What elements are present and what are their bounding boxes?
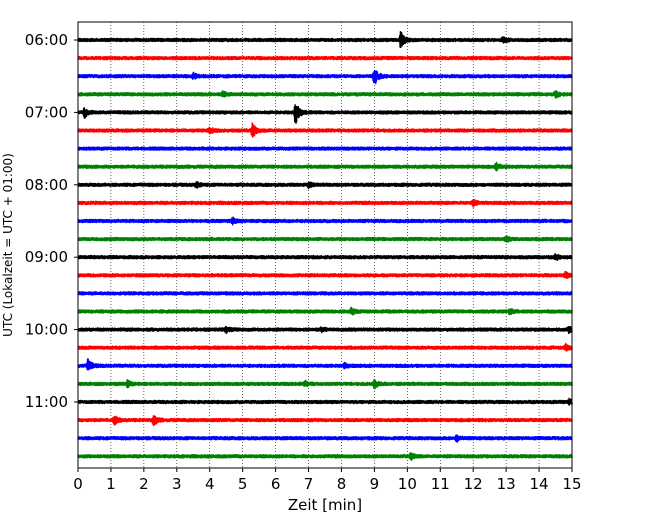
y-tick-label: 06:00	[25, 31, 68, 49]
x-tick-label: 11	[431, 475, 450, 493]
trace-0630	[77, 69, 573, 85]
x-tick-label: 5	[238, 475, 248, 493]
trace-1030	[77, 358, 573, 371]
x-tick-label: 3	[172, 475, 182, 493]
y-tick-label: 09:00	[25, 248, 68, 266]
x-tick-label: 10	[398, 475, 417, 493]
x-tick-label: 6	[271, 475, 281, 493]
trace-1000	[77, 325, 573, 335]
trace-0730	[77, 146, 573, 151]
trace-0900	[77, 253, 573, 261]
trace-0615	[77, 55, 573, 61]
trace-1130	[77, 434, 573, 443]
x-axis-ticks: 0 1 2 3 4 5 6 7 8 9 10 11 12 13 14 15	[73, 468, 582, 493]
x-tick-label: 9	[370, 475, 380, 493]
x-tick-label: 0	[73, 475, 83, 493]
trace-0930	[77, 291, 573, 296]
trace-1100	[77, 397, 573, 406]
trace-0715	[77, 122, 573, 138]
x-tick-label: 7	[304, 475, 314, 493]
y-tick-label: 08:00	[25, 176, 68, 194]
trace-0645	[77, 90, 573, 99]
x-tick-label: 4	[205, 475, 215, 493]
trace-0700	[77, 104, 573, 124]
x-tick-label: 13	[497, 475, 516, 493]
trace-1115	[77, 415, 573, 427]
trace-0945	[77, 306, 573, 316]
trace-1045	[77, 378, 573, 390]
trace-0800	[77, 181, 573, 190]
y-axis-label: UTC (Lokalzeit = UTC + 01:00)	[1, 153, 15, 337]
trace-0845	[77, 235, 573, 243]
plot-frame	[77, 21, 573, 469]
trace-0745	[77, 161, 573, 172]
y-tick-label: 11:00	[25, 393, 68, 411]
trace-0915	[77, 270, 573, 279]
seismic-traces	[77, 31, 573, 461]
x-tick-label: 12	[464, 475, 483, 493]
vertical-grid	[110, 22, 540, 468]
x-tick-label: 8	[337, 475, 347, 493]
x-tick-label: 14	[530, 475, 549, 493]
x-tick-label: 2	[139, 475, 149, 493]
y-axis-ticks: 06:00 07:00 08:00 09:00 10:00 11:00	[25, 31, 78, 411]
trace-0830	[77, 216, 573, 226]
y-tick-label: 10:00	[25, 321, 68, 339]
x-axis-label: Zeit [min]	[288, 496, 362, 514]
trace-0815	[77, 198, 573, 208]
x-tick-label: 15	[562, 475, 581, 493]
trace-0600	[77, 31, 573, 49]
x-tick-label: 1	[106, 475, 116, 493]
y-tick-label: 07:00	[25, 103, 68, 121]
trace-1015	[77, 342, 573, 352]
trace-1145	[77, 452, 573, 461]
